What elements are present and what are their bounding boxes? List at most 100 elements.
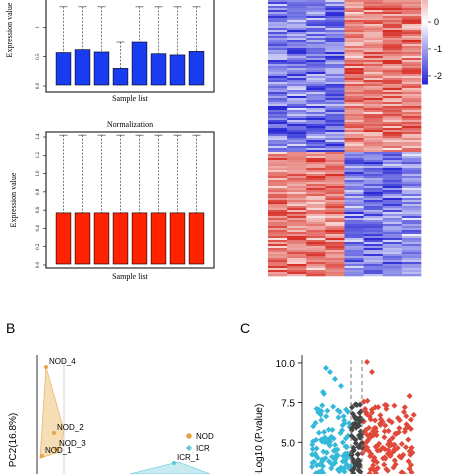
volcano-point: [345, 432, 352, 439]
heatmap-cell: [287, 218, 307, 221]
heatmap-cell: [268, 14, 288, 17]
heatmap-cell: [268, 46, 288, 49]
heatmap-cell: [325, 30, 345, 33]
heatmap-cell: [401, 168, 422, 171]
heatmap-cell: [306, 0, 326, 3]
heatmap-cell: [325, 220, 345, 223]
heatmap-cell: [344, 4, 364, 7]
heatmap-cell: [268, 22, 288, 25]
heatmap-cell: [401, 138, 422, 141]
heatmap-cell: [363, 144, 384, 147]
volcano-point: [405, 436, 412, 443]
heatmap-cell: [287, 194, 307, 197]
heatmap-cell: [268, 228, 288, 231]
heatmap-cell: [325, 224, 345, 227]
heatmap-cell: [306, 42, 326, 45]
heatmap-cell: [268, 196, 288, 199]
volcano-point: [339, 439, 346, 446]
heatmap-cell: [401, 182, 422, 185]
bar: [74, 212, 91, 265]
heatmap-cell: [363, 218, 384, 221]
heatmap-cell: [363, 146, 384, 149]
heatmap-cell: [363, 172, 384, 175]
heatmap-cell: [287, 148, 307, 151]
heatmap-cell: [401, 186, 422, 189]
volcano-point: [342, 452, 349, 459]
heatmap-cell: [325, 216, 345, 219]
heatmap-cell: [344, 228, 364, 231]
heatmap-cell: [325, 24, 345, 27]
heatmap-cell: [268, 210, 288, 213]
heatmap-cell: [363, 50, 384, 53]
heatmap-cell: [287, 80, 307, 83]
heatmap-cell: [382, 190, 403, 193]
heatmap-cell: [306, 14, 326, 17]
heatmap-cell: [382, 54, 403, 57]
heatmap-cell: [382, 32, 403, 35]
heatmap-cell: [325, 228, 345, 231]
legend-swatch: [422, 43, 428, 48]
heatmap-cell: [268, 230, 288, 233]
heatmap-cell: [268, 168, 288, 171]
heatmap-cell: [363, 64, 384, 67]
heatmap-cell: [401, 28, 422, 31]
heatmap-cell: [401, 8, 422, 11]
heatmap-cell: [306, 232, 326, 235]
heatmap-cell: [363, 84, 384, 87]
heatmap-cell: [401, 98, 422, 101]
legend-swatch: [422, 37, 428, 42]
heatmap-cell: [363, 82, 384, 85]
heatmap-cell: [325, 92, 345, 95]
heatmap-cell: [382, 70, 403, 73]
heatmap-cell: [401, 80, 422, 83]
heatmap-cell: [325, 258, 345, 261]
heatmap-cell: [268, 182, 288, 185]
heatmap-cell: [306, 158, 326, 161]
heatmap-cell: [363, 36, 384, 39]
bar: [188, 212, 205, 265]
heatmap-cell: [363, 58, 384, 61]
heatmap-cell: [382, 20, 403, 23]
heatmap-cell: [306, 124, 326, 127]
heatmap-cell: [401, 224, 422, 227]
heatmap-cell: [287, 138, 307, 141]
heatmap-cell: [363, 194, 384, 197]
volcano-point: [318, 469, 325, 474]
heatmap-cell: [401, 260, 422, 263]
heatmap-cell: [401, 234, 422, 237]
heatmap-cell: [268, 268, 288, 271]
heatmap-cell: [401, 222, 422, 225]
heatmap-cell: [268, 82, 288, 85]
volcano-point: [401, 409, 407, 415]
heatmap-cell: [306, 268, 326, 271]
heatmap-cell: [363, 150, 384, 153]
legend-label: NOD: [196, 432, 214, 441]
heatmap-cell: [306, 30, 326, 33]
heatmap-cell: [363, 238, 384, 241]
heatmap-cell: [401, 106, 422, 109]
heatmap-cell: [325, 256, 345, 259]
normalization-x-axis-label: Sample list: [112, 272, 149, 281]
heatmap-cell: [344, 14, 364, 17]
heatmap-cell: [363, 8, 384, 11]
heatmap-cell: [401, 184, 422, 187]
heatmap-cell: [325, 182, 345, 185]
heatmap-cell: [344, 54, 364, 57]
heatmap-cell: [344, 216, 364, 219]
heatmap-cell: [325, 200, 345, 203]
heatmap-cell: [382, 26, 403, 29]
heatmap-cell: [306, 160, 326, 163]
heatmap-cell: [363, 118, 384, 121]
heatmap-cell: [306, 92, 326, 95]
heatmap-cell: [325, 132, 345, 135]
legend-swatch: [422, 59, 428, 63]
pca-point: [54, 447, 58, 451]
heatmap-cell: [268, 90, 288, 93]
volcano-point: [364, 359, 370, 365]
pca-point: [40, 454, 44, 458]
heatmap-cell: [268, 242, 288, 245]
heatmap-cell: [325, 60, 345, 63]
heatmap-cell: [344, 272, 364, 275]
heatmap-cell: [287, 28, 307, 31]
heatmap-cell: [287, 202, 307, 205]
